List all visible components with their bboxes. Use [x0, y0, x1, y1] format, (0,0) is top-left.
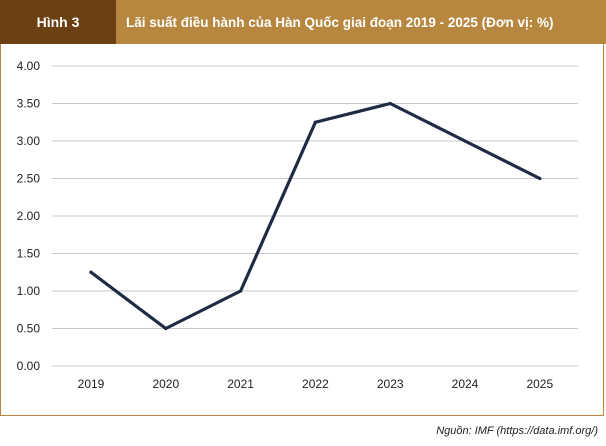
grid-lines: [52, 65, 578, 367]
y-tick-label: 0.50: [17, 322, 41, 336]
figure-label: Hình 3: [0, 0, 116, 44]
x-axis-ticks: 2019 2020 2021 2022 2023 2024 2025: [78, 377, 554, 391]
series-layer: [89, 101, 542, 331]
y-axis-ticks: 0.00 0.50 1.00 1.50 2.00 2.50 3.00 3.50 4.00: [17, 59, 41, 373]
source-note: Nguồn: IMF (https://data.imf.org/): [436, 425, 598, 437]
y-tick-label: 4.00: [17, 59, 41, 73]
figure-header: Hình 3 Lãi suất điều hành của Hàn Quốc g…: [0, 0, 606, 44]
chart-frame: [0, 44, 604, 416]
y-tick-label: 1.00: [17, 284, 41, 298]
data-point: [313, 120, 317, 124]
data-point: [164, 326, 168, 331]
y-tick-label: 0.00: [17, 359, 41, 373]
y-tick-label: 1.50: [17, 247, 41, 261]
x-tick-label: 2022: [302, 377, 329, 391]
x-tick-label: 2019: [78, 377, 105, 391]
data-point: [239, 289, 243, 293]
x-tick-label: 2020: [152, 377, 179, 391]
y-tick-label: 3.00: [17, 134, 41, 148]
y-tick-label: 3.50: [17, 97, 41, 111]
x-tick-label: 2025: [526, 377, 553, 391]
x-tick-label: 2023: [377, 377, 404, 391]
data-point: [388, 101, 392, 106]
data-point: [538, 176, 542, 181]
data-point: [89, 270, 93, 274]
x-tick-label: 2021: [227, 377, 254, 391]
line-chart: 0.00 0.50 1.00 1.50 2.00 2.50 3.00 3.50 4.00 201…: [17, 59, 578, 391]
y-tick-label: 2.50: [17, 172, 41, 186]
data-point: [463, 139, 467, 143]
figure-title: Lãi suất điều hành của Hàn Quốc giai đoạ…: [116, 0, 606, 44]
y-tick-label: 2.00: [17, 209, 41, 223]
x-tick-label: 2024: [452, 377, 479, 391]
